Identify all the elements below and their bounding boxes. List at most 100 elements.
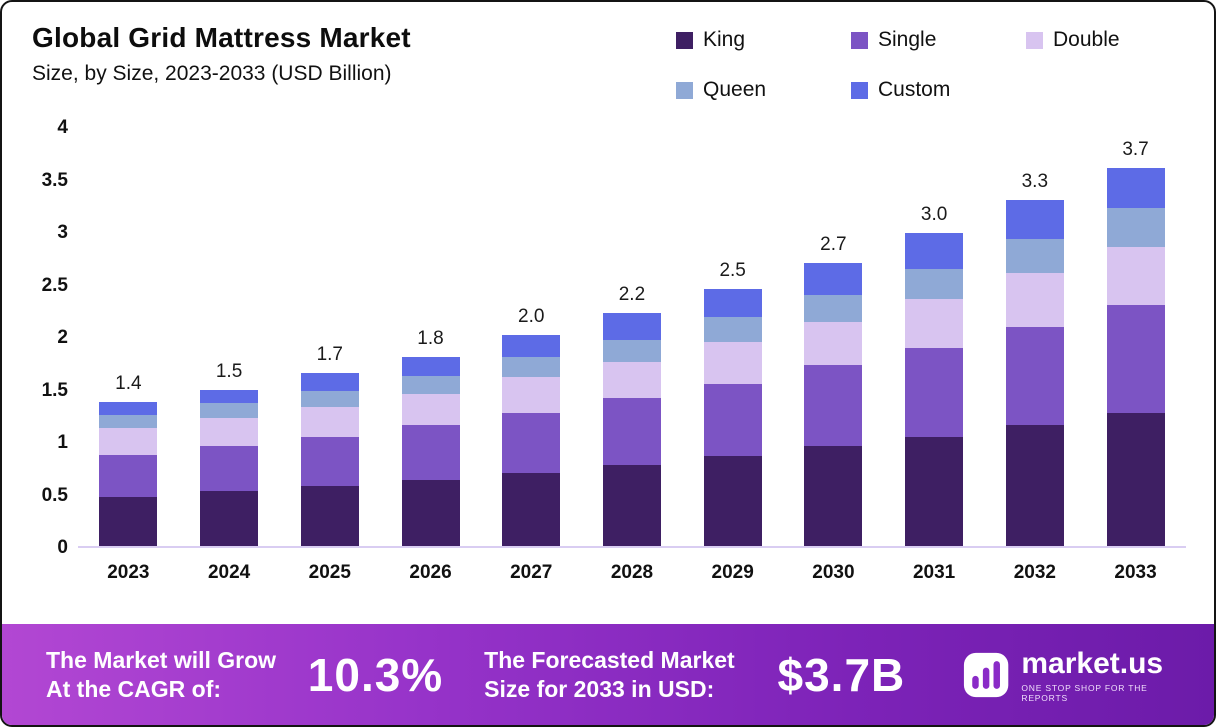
bar-segment-custom [300, 372, 359, 391]
bar-segment-double [1005, 273, 1064, 327]
legend-item-double: Double [1026, 28, 1176, 52]
bar-group-2031: 3.0 [902, 204, 966, 546]
legend-label-queen: Queen [703, 78, 767, 101]
bar-segment-king [300, 486, 359, 546]
bar-stack [1005, 199, 1064, 546]
bar-segment-queen [502, 357, 561, 377]
bar-total-label: 2.5 [719, 259, 746, 281]
x-tick-label: 2023 [107, 562, 150, 583]
bar-total-label: 1.5 [215, 360, 243, 382]
bar-segment-double [905, 299, 964, 348]
market-us-icon [964, 652, 1009, 697]
legend-swatch-double [1026, 31, 1043, 49]
bar-segment-double [401, 393, 460, 426]
bar-segment-king [401, 479, 460, 546]
bar-total-label: 3.0 [920, 204, 948, 226]
bar-segment-single [1106, 304, 1165, 413]
bar-segment-double [502, 376, 561, 413]
page-subtitle: Size, by Size, 2023-2033 (USD Billion) [32, 62, 392, 85]
title-block: Global Grid Mattress Market Size, by Siz… [32, 22, 411, 102]
bar-segment-double [1106, 246, 1165, 305]
page-title: Global Grid Mattress Market [32, 22, 411, 53]
bar-total-label: 1.8 [417, 328, 444, 350]
footer-banner: The Market will Grow At the CAGR of: 10.… [2, 624, 1214, 725]
bar-segment-king [1005, 425, 1064, 546]
bar-segment-queen [1106, 207, 1165, 247]
bar-segment-double [300, 407, 359, 437]
bar-stack [804, 262, 863, 546]
bar-group-2023: 1.4 [96, 373, 160, 546]
x-tick-label: 2030 [812, 562, 855, 583]
bar-segment-queen [99, 414, 158, 429]
forecast-label-line1: The Forecasted Market [484, 646, 735, 673]
bar-group-2033: 3.7 [1104, 139, 1168, 546]
legend-item-single: Single [851, 28, 1026, 52]
brand-text: market.us One Stop Shop For The Reports [1021, 647, 1184, 703]
bar-total-label: 2.0 [518, 305, 545, 327]
legend-label-custom: Custom [878, 78, 951, 101]
x-axis: 2023 2024 2025 2026 2027 2028 2029 2030 2031 2032… [78, 548, 1186, 596]
bar-segment-single [804, 365, 863, 447]
y-tick-label: 2 [57, 327, 68, 348]
bar-total-label: 2.7 [820, 233, 847, 255]
plot-area: 1.4 1.5 1.7 1.8 2.0 2.2 2.5 2.7 3.0 3.3 3.7 [78, 128, 1186, 548]
bar-segment-queen [200, 403, 259, 418]
chart-header: Global Grid Mattress Market Size, by Siz… [2, 2, 1214, 108]
bar-segment-queen [1005, 239, 1064, 274]
bar-segment-single [300, 436, 359, 487]
bar-segment-single [602, 397, 661, 466]
bar-stack [502, 334, 561, 546]
bar-segment-custom [905, 233, 964, 269]
y-tick-label: 0 [57, 537, 68, 558]
y-tick-label: 1.5 [41, 379, 68, 401]
legend-label-single: Single [878, 28, 937, 51]
bar-stack [1106, 168, 1165, 546]
cagr-label-line2: At the CAGR of: [46, 675, 222, 702]
bar-segment-custom [502, 334, 561, 358]
bar-segment-custom [200, 389, 259, 404]
bar-group-2032: 3.3 [1003, 171, 1067, 546]
bar-group-2026: 1.8 [399, 328, 463, 546]
x-tick-label: 2024 [207, 562, 251, 583]
x-tick-label: 2026 [409, 562, 452, 583]
cagr-label: The Market will Grow At the CAGR of: [46, 646, 308, 704]
bar-segment-double [804, 322, 863, 366]
bar-segment-custom [1106, 168, 1165, 208]
bar-group-2025: 1.7 [298, 344, 362, 546]
bar-segment-custom [804, 262, 863, 296]
legend-item-king: King [676, 28, 851, 52]
bar-group-2030: 2.7 [801, 234, 865, 546]
legend-swatch-queen [676, 81, 693, 99]
bar-stack [905, 233, 964, 546]
bar-segment-single [99, 454, 158, 497]
bar-segment-king [905, 436, 964, 546]
bar-segment-single [401, 425, 460, 480]
bar-segment-custom [99, 402, 158, 415]
y-tick-label: 4 [57, 117, 68, 138]
y-axis: 4 3.5 3 2.5 2 1.5 1 0.5 0 [16, 117, 78, 558]
legend-swatch-single [851, 31, 868, 49]
bar-segment-king [99, 496, 158, 546]
bar-segment-king [1106, 412, 1165, 546]
bar-segment-single [1005, 326, 1064, 426]
x-tick-label: 2025 [308, 562, 351, 583]
x-tick-label: 2032 [1013, 562, 1056, 583]
forecast-label-line2: Size for 2033 in USD: [484, 675, 715, 702]
bar-segment-double [703, 342, 762, 385]
bar-stack [703, 288, 762, 546]
x-tick-label: 2028 [610, 562, 654, 583]
plot-wrap: 1.4 1.5 1.7 1.8 2.0 2.2 2.5 2.7 3.0 3.3 3.7 2023 20… [78, 122, 1186, 624]
legend-label-double: Double [1053, 28, 1120, 51]
y-tick-label: 2.5 [41, 274, 68, 296]
bar-segment-double [99, 428, 158, 455]
bar-stack [200, 389, 259, 546]
brand-tagline: One Stop Shop For The Reports [1021, 682, 1148, 703]
brand-name: market.us [1021, 646, 1164, 680]
x-tick-label: 2033 [1114, 562, 1157, 583]
bar-segment-king [804, 446, 863, 546]
bar-stack [602, 312, 661, 546]
x-tick-label: 2029 [711, 562, 754, 583]
bar-group-2028: 2.2 [600, 284, 664, 546]
brand-logo: market.us One Stop Shop For The Reports [963, 647, 1184, 703]
